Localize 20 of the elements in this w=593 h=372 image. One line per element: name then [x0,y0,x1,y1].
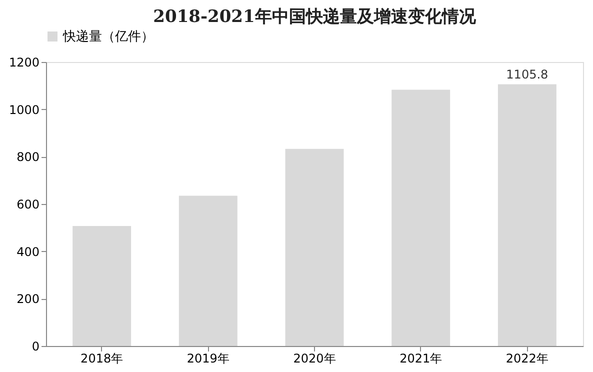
x-tick-label: 2019年 [186,352,230,366]
y-tick-label: 0 [32,340,40,354]
bar [285,148,344,346]
legend-label: 快递量（亿件） [62,30,154,44]
bar [498,84,556,346]
y-tick-label: 800 [16,150,40,164]
y-tick-label: 1000 [8,102,40,117]
chart-title: 2018-2021年中国快递量及增速变化情况 [153,7,477,27]
y-tick-label: 400 [16,244,40,259]
x-tick-label: 2018年 [80,352,124,366]
bar [72,226,132,346]
y-tick-label: 1200 [8,56,40,70]
bar [178,196,238,346]
x-tick-label: 2021年 [400,352,442,366]
y-tick-label: 600 [16,198,40,212]
y-tick-label: 200 [16,292,40,306]
x-tick-label: 2022年 [506,352,548,366]
bar [392,90,450,346]
data-label: 1105.8 [506,67,548,82]
x-tick-label: 2020年 [293,352,336,366]
